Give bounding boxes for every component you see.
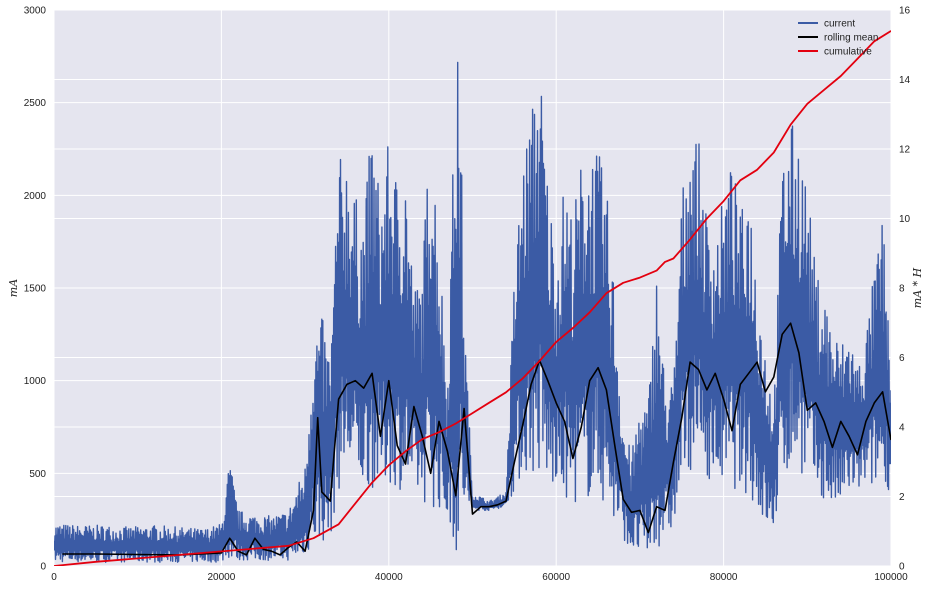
- legend: current rolling mean cumulative: [798, 19, 878, 58]
- y2-tick-label: 12: [899, 145, 911, 156]
- x-tick-label: 20000: [207, 572, 235, 583]
- y-tick-label: 3000: [24, 6, 47, 17]
- legend-label-current: current: [824, 19, 855, 30]
- legend-label-cumulative: cumulative: [824, 47, 872, 58]
- legend-label-rolling-mean: rolling mean: [824, 33, 878, 44]
- y2-tick-label: 2: [899, 492, 905, 503]
- y-axis-label: mA: [7, 279, 20, 297]
- series-cumulative-line: [54, 30, 891, 566]
- x-tick-label: 60000: [542, 572, 570, 583]
- y-tick-label: 500: [29, 469, 46, 480]
- y-tick-label: 0: [40, 562, 46, 573]
- series-layer: [54, 30, 891, 566]
- y-tick-label: 2000: [24, 191, 47, 202]
- y-tick-label: 1500: [24, 284, 47, 295]
- x-tick-label: 80000: [710, 572, 738, 583]
- x-tick-label: 0: [51, 572, 57, 583]
- y2-tick-label: 10: [899, 214, 911, 225]
- y2-axis-label: mA * H: [911, 267, 924, 308]
- x-tick-label: 40000: [375, 572, 403, 583]
- y2-tick-label: 6: [899, 353, 905, 364]
- y2-tick-label: 16: [899, 6, 911, 17]
- y-tick-label: 1000: [24, 376, 47, 387]
- x-tick-label: 100000: [874, 572, 908, 583]
- series-current-line: [54, 61, 891, 563]
- y2-tick-label: 14: [899, 75, 911, 86]
- y2-tick-label: 4: [899, 423, 905, 434]
- y2-tick-label: 0: [899, 562, 905, 573]
- series-rolling-mean-line: [62, 322, 891, 556]
- y2-tick-label: 8: [899, 284, 905, 295]
- y-tick-label: 2500: [24, 98, 47, 109]
- tick-labels: 0 20000 40000 60000 80000 1000000500100015002…: [24, 6, 911, 584]
